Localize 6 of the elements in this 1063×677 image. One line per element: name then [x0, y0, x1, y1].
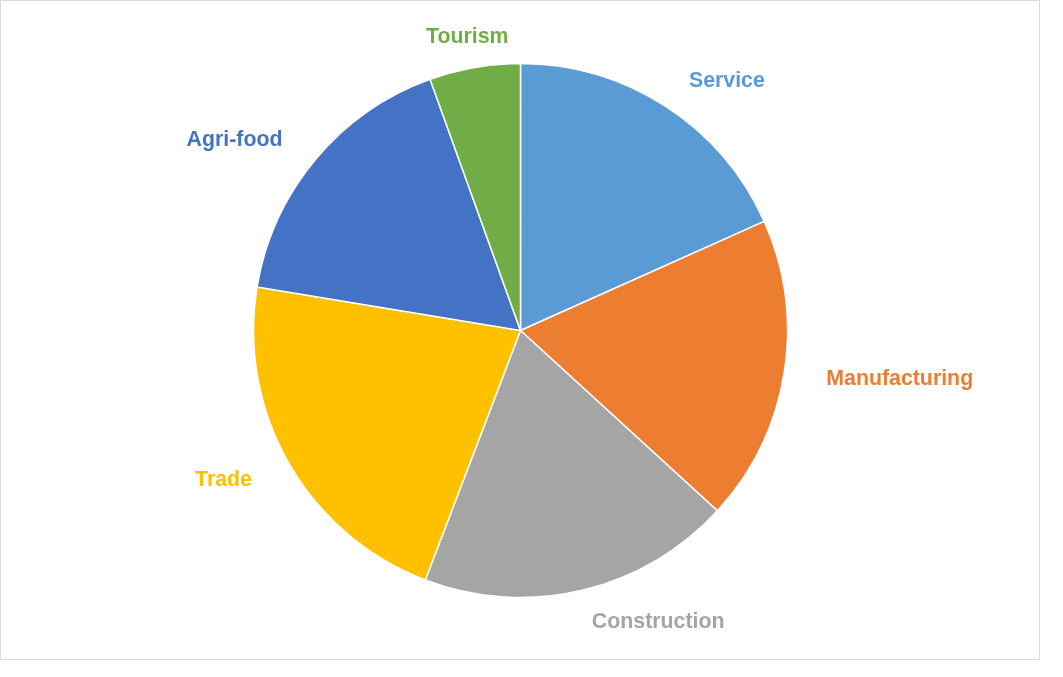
slice-label: Construction: [591, 609, 725, 634]
slice-label: Agri-food: [186, 127, 283, 152]
slice-label: Manufacturing: [826, 366, 974, 391]
slice-label: Tourism: [425, 23, 509, 48]
slice-label: Trade: [195, 467, 253, 492]
slice-label: Service: [688, 67, 765, 92]
